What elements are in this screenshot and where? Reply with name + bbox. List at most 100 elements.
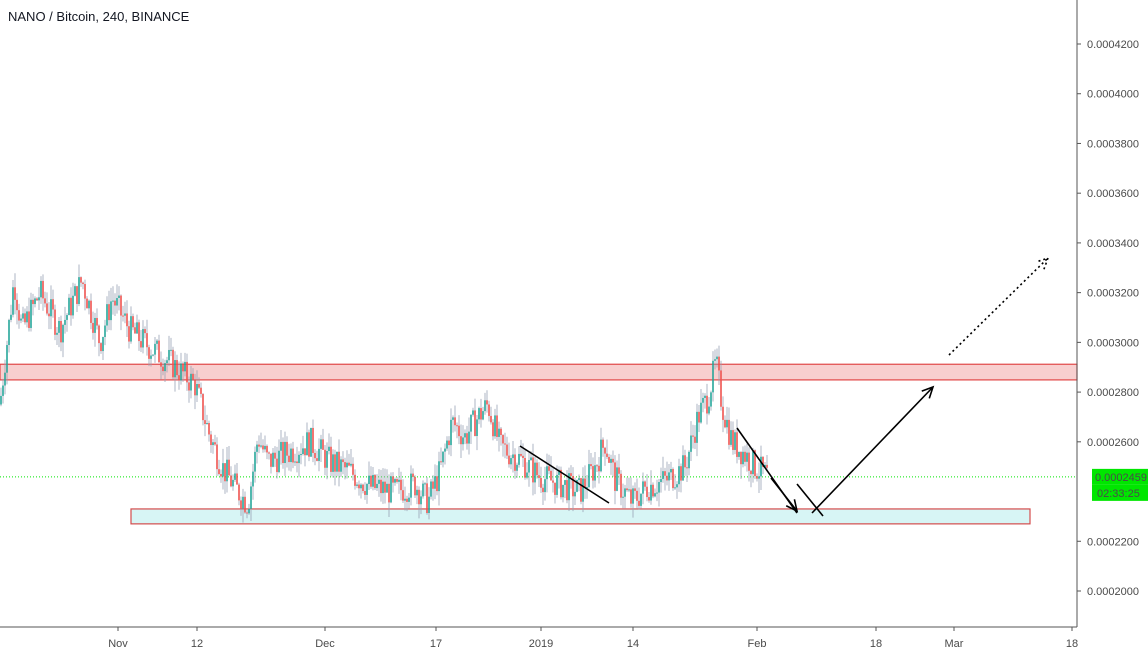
candle-body [198, 384, 200, 388]
x-tick-label: 18 [1066, 638, 1078, 650]
candle-body [498, 428, 500, 437]
candle-body [486, 400, 488, 405]
candle-body [678, 466, 680, 485]
candle-body [526, 472, 528, 478]
y-tick-label: 0.0002800 [1087, 387, 1139, 399]
candle-body [158, 340, 160, 363]
candle-body [162, 366, 164, 372]
candle-body [390, 476, 392, 503]
candle-body [220, 474, 222, 477]
candle-body [564, 480, 566, 485]
drawings-layer [519, 256, 1050, 517]
candle-body [450, 419, 452, 446]
candle-body [672, 469, 674, 489]
candle-body [416, 489, 418, 496]
candle-body [230, 475, 232, 487]
candle-body [412, 473, 414, 477]
candle-body [80, 277, 82, 283]
candle-body [16, 299, 18, 311]
candle-body [748, 452, 750, 471]
x-tick-label: 18 [870, 638, 882, 650]
arrowhead-dotted [1036, 256, 1050, 270]
candle-body [734, 432, 736, 450]
candle-body [282, 441, 284, 464]
candle-body [150, 355, 152, 359]
candle-body [378, 479, 380, 484]
candle-body [88, 300, 90, 309]
candle-body [766, 464, 768, 468]
candle-body [522, 455, 524, 458]
candle-body [620, 473, 622, 498]
candle-body [226, 459, 228, 482]
candle-body [284, 441, 286, 464]
candle-body [174, 360, 176, 378]
candle-body [52, 299, 54, 310]
candle-body [30, 299, 32, 328]
candle-body [180, 363, 182, 381]
candle-body [584, 478, 586, 488]
candle-body [608, 456, 610, 463]
candle-body [346, 462, 348, 468]
candle-body [222, 463, 224, 477]
candle-body [546, 466, 548, 480]
candle-body [386, 483, 388, 493]
candle-body [456, 425, 458, 427]
candle-body [562, 484, 564, 498]
candle-body [684, 455, 686, 468]
candle-body [10, 314, 12, 320]
candle-body [160, 362, 162, 367]
candle-body [176, 360, 178, 376]
candle-body [244, 496, 246, 513]
candle-body [288, 455, 290, 463]
y-tick-label: 0.0003200 [1087, 288, 1139, 300]
candle-body [398, 479, 400, 482]
candle-body [638, 500, 640, 506]
candle-body [8, 319, 10, 346]
candle-body [602, 439, 604, 448]
candle-body [710, 392, 712, 407]
candle-body [22, 313, 24, 319]
candle-body [90, 300, 92, 323]
candle-body [238, 484, 240, 501]
candle-body [268, 452, 270, 454]
candle-body [360, 484, 362, 489]
candle-body [586, 487, 588, 489]
candle-body [136, 322, 138, 334]
candle-body [466, 433, 468, 444]
candle-body [74, 286, 76, 296]
candle-body [64, 319, 66, 325]
candle-body [570, 473, 572, 477]
candle-body [694, 436, 696, 443]
candle-body [458, 425, 460, 437]
candle-body [708, 406, 710, 414]
candle-body [144, 329, 146, 334]
candle-body [706, 395, 708, 414]
candle-body [628, 489, 630, 491]
candle-body [96, 317, 98, 326]
candle-body [614, 462, 616, 491]
candle-body [406, 498, 408, 502]
candle-body [324, 449, 326, 468]
candle-body [196, 384, 198, 396]
candle-body [496, 415, 498, 437]
candle-body [728, 419, 730, 445]
candle-body [134, 327, 136, 334]
candle-body [250, 486, 252, 509]
y-tick-label: 0.0003400 [1087, 238, 1139, 250]
candle-body [348, 462, 350, 466]
candle-body [550, 470, 552, 481]
last-price-label: 0.0002459 [1095, 472, 1147, 484]
candle-body [42, 280, 44, 299]
candle-body [298, 454, 300, 464]
candle-body [86, 298, 88, 309]
candle-body [118, 295, 120, 299]
candle-body [432, 481, 434, 489]
candle-body [0, 395, 2, 405]
y-tick-label: 0.0004000 [1087, 89, 1139, 101]
candle-body [338, 451, 340, 472]
candle-body [764, 464, 766, 467]
candle-body [240, 500, 242, 509]
candle-body [752, 450, 754, 475]
